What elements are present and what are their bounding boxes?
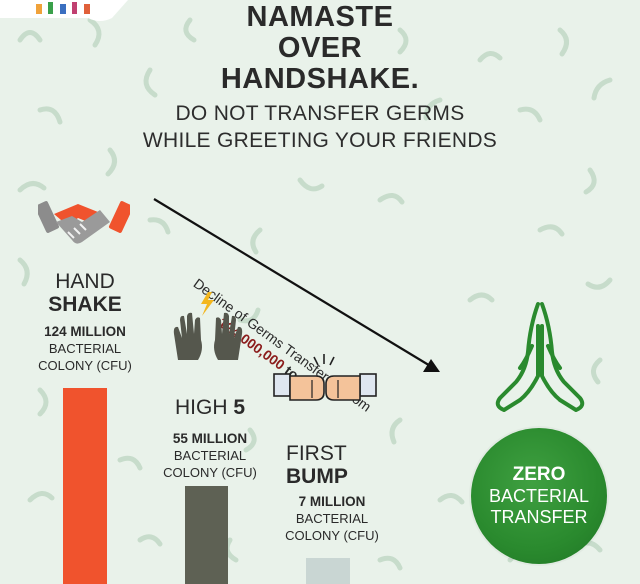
high-five-icon	[173, 292, 243, 360]
headline-line-1: NAMASTE	[246, 1, 394, 33]
fist-bump-unit-line-2: COLONY (CFU)	[285, 528, 379, 543]
handshake-unit-line-1: BACTERIAL	[48, 341, 122, 356]
handshake-icon	[38, 201, 130, 244]
subheadline-line-2: WHILE GREETING YOUR FRIENDS	[142, 129, 498, 152]
handshake-stat: 124 MILLION BACTERIAL COLONY (CFU)	[20, 323, 150, 374]
headline-line-2: OVER	[277, 32, 363, 64]
handshake-unit-line-2: COLONY (CFU)	[38, 358, 132, 373]
high-five-unit-line-1: BACTERIAL	[173, 448, 247, 463]
handshake-bar	[63, 388, 107, 584]
fist-bump-title: FIRST BUMP	[286, 442, 376, 488]
high-five-stat: 55 MILLION BACTERIAL COLONY (CFU)	[150, 430, 270, 481]
high-five-title-plain: HIGH	[174, 396, 228, 419]
headline-line-3: HANDSHAKE.	[220, 63, 420, 95]
fist-bump-amount: 7 MILLION	[298, 494, 366, 509]
fist-bump-stat: 7 MILLION BACTERIAL COLONY (CFU)	[272, 493, 392, 544]
high-five-unit-line-2: COLONY (CFU)	[163, 465, 257, 480]
zero-transfer-line-3: TRANSFER	[490, 507, 588, 527]
high-five-bar	[185, 486, 228, 584]
fist-bump-title-bold: BUMP	[286, 465, 348, 488]
handshake-title-plain: HAND	[55, 270, 115, 293]
handshake-title-bold: SHAKE	[48, 293, 122, 316]
handshake-amount: 124 MILLION	[44, 324, 126, 339]
handshake-title: HAND SHAKE	[20, 270, 150, 316]
fist-bump-bar	[306, 558, 350, 584]
high-five-amount: 55 MILLION	[172, 431, 248, 446]
headline: NAMASTE OVER HANDSHAKE.	[150, 2, 490, 95]
zero-transfer-line-1: ZERO	[512, 464, 566, 485]
logo-fragment	[0, 0, 128, 21]
high-five-title-bold: 5	[233, 396, 246, 419]
fist-bump-unit-line-1: BACTERIAL	[295, 511, 369, 526]
zero-transfer-badge: ZERO BACTERIAL TRANSFER	[471, 428, 607, 564]
high-five-title: HIGH 5	[160, 396, 260, 419]
decline-arrow	[153, 198, 440, 372]
zero-transfer-line-2: BACTERIAL	[488, 486, 590, 506]
subheadline: DO NOT TRANSFER GERMS WHILE GREETING YOU…	[110, 100, 530, 154]
namaste-hands-icon	[495, 302, 585, 412]
fist-bump-title-plain: FIRST	[286, 442, 347, 465]
subheadline-line-1: DO NOT TRANSFER GERMS	[175, 102, 465, 125]
fist-bump-icon	[273, 354, 377, 401]
